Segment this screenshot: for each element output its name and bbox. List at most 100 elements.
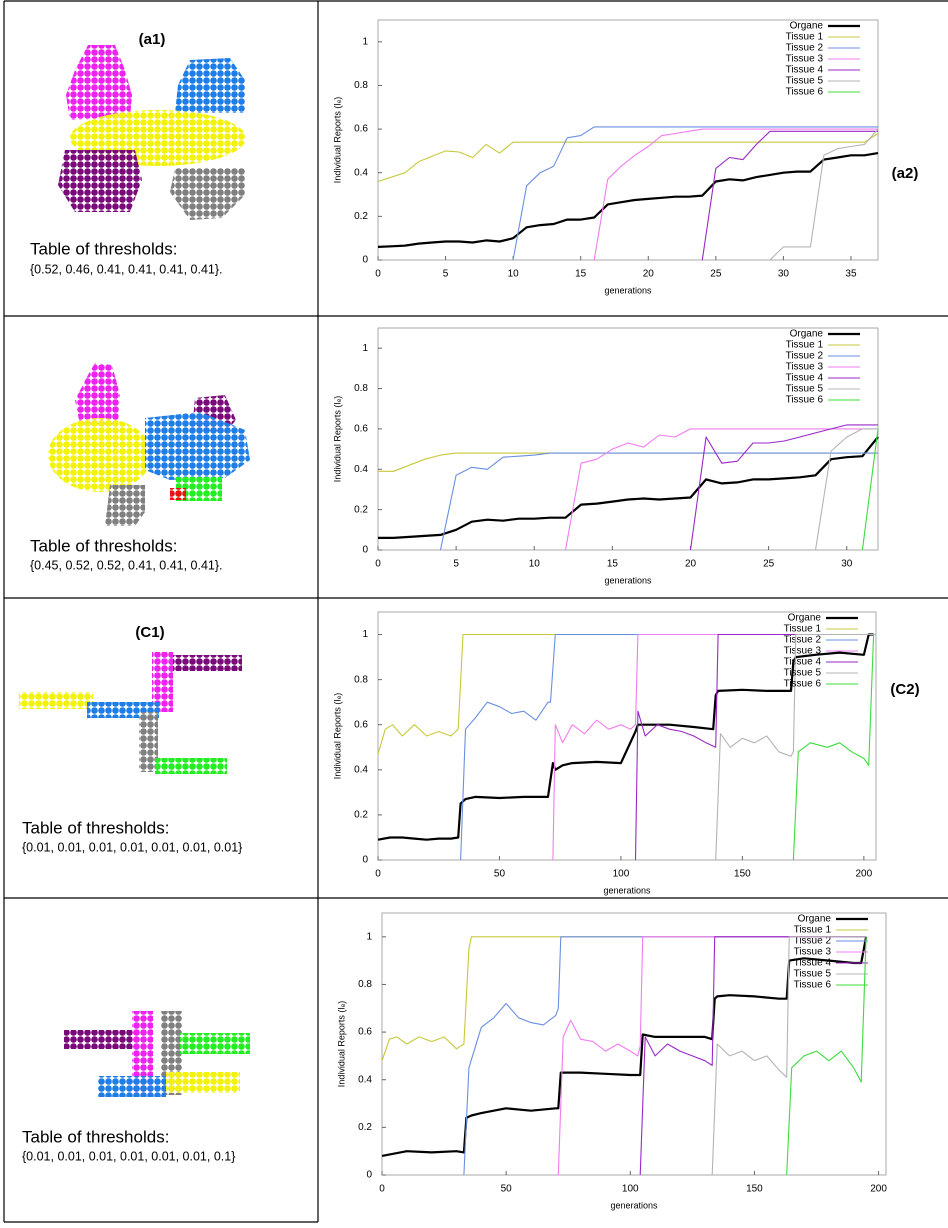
x-tick-label: 0 — [379, 1184, 385, 1195]
threshold-title: Table of thresholds: — [30, 536, 177, 555]
x-axis-label: generations — [603, 885, 651, 895]
y-tick-label: 0.6 — [354, 719, 368, 730]
thresholds: {0.52, 0.46, 0.41, 0.41, 0.41, 0.41}. — [30, 262, 223, 276]
x-tick-label: 0 — [375, 269, 381, 280]
y-tick-label: 0.2 — [354, 810, 368, 821]
legend-label: Tissue 1 — [786, 32, 824, 43]
x-tick-label: 100 — [622, 1184, 639, 1195]
x-axis-label: generations — [604, 285, 652, 295]
x-tick-label: 150 — [734, 869, 751, 880]
x-tick-label: 15 — [575, 269, 587, 280]
x-tick-label: 25 — [763, 559, 775, 570]
series-line — [594, 129, 878, 260]
x-tick-label: 25 — [710, 269, 722, 280]
series-line — [441, 453, 879, 550]
series-line — [378, 134, 878, 182]
thresholds: {0.01, 0.01, 0.01, 0.01, 0.01, 0.01, 0.0… — [22, 840, 242, 854]
series-line — [702, 131, 878, 260]
series-line — [566, 429, 879, 550]
legend-label: Tissue 3 — [794, 947, 832, 958]
series-line — [378, 453, 878, 471]
panel-label: (a1) — [139, 31, 166, 48]
y-tick-label: 0.6 — [354, 124, 368, 135]
y-tick-label: 0 — [362, 255, 368, 266]
y-tick-label: 1 — [366, 931, 372, 942]
threshold-title: Table of thresholds: — [22, 818, 169, 837]
series-line — [691, 425, 879, 550]
y-tick-label: 0.8 — [358, 979, 372, 990]
legend-label: Tissue 3 — [786, 54, 824, 65]
y-tick-label: 0.4 — [354, 464, 368, 475]
legend-label: Tissue 5 — [786, 384, 824, 395]
y-tick-label: 0.2 — [358, 1122, 372, 1133]
x-tick-label: 100 — [613, 869, 630, 880]
y-tick-label: 1 — [362, 36, 368, 47]
x-tick-label: 200 — [856, 869, 873, 880]
legend-label: Tissue 1 — [784, 624, 822, 635]
x-tick-label: 200 — [870, 1184, 887, 1195]
y-tick-label: 0.6 — [358, 1027, 372, 1038]
x-tick-label: 50 — [494, 869, 506, 880]
legend-label: Tissue 3 — [784, 646, 822, 657]
y-tick-label: 0 — [362, 545, 368, 556]
panel-label: (a2) — [892, 165, 919, 182]
series-line — [636, 635, 877, 861]
tissue-map-3 — [19, 652, 242, 774]
legend-label: Tissue 4 — [786, 373, 824, 384]
legend-label: Tissue 5 — [786, 76, 824, 87]
y-tick-label: 1 — [362, 629, 368, 640]
x-tick-label: 0 — [375, 869, 381, 880]
x-tick-label: 150 — [746, 1184, 763, 1195]
legend-label: Organe — [790, 21, 824, 32]
legend-label: Tissue 2 — [784, 635, 822, 646]
thresholds: {0.01, 0.01, 0.01, 0.01, 0.01, 0.01, 0.1… — [22, 1149, 235, 1163]
y-axis-label: Individual Reports (Iₑ) — [332, 693, 342, 779]
panel-label: (C1) — [135, 624, 164, 641]
legend-label: Tissue 1 — [786, 340, 824, 351]
legend-label: Tissue 6 — [786, 87, 824, 98]
y-tick-label: 0.4 — [354, 167, 368, 178]
tissue-map-1 — [58, 45, 246, 220]
y-tick-label: 0.8 — [354, 80, 368, 91]
y-tick-label: 0.4 — [358, 1074, 372, 1085]
legend-label: Tissue 4 — [794, 958, 832, 969]
series-line — [640, 937, 866, 1175]
tissue-map-4 — [64, 1011, 250, 1097]
x-axis-label: generations — [604, 575, 652, 585]
series-line — [513, 127, 878, 260]
y-tick-label: 0.4 — [354, 764, 368, 775]
x-tick-label: 20 — [643, 269, 655, 280]
tissue-map-2 — [48, 363, 250, 526]
x-tick-label: 20 — [685, 559, 697, 570]
legend-label: Tissue 2 — [786, 43, 824, 54]
y-tick-label: 0 — [366, 1170, 372, 1181]
threshold-title: Table of thresholds: — [30, 239, 177, 258]
y-tick-label: 0.8 — [354, 383, 368, 394]
legend-label: Tissue 6 — [784, 679, 822, 690]
legend-label: Organe — [798, 914, 832, 925]
x-tick-label: 35 — [845, 269, 857, 280]
legend-label: Tissue 6 — [794, 980, 832, 991]
x-axis-label: generations — [610, 1200, 658, 1210]
y-tick-label: 1 — [362, 343, 368, 354]
y-tick-label: 0 — [362, 855, 368, 866]
x-tick-label: 10 — [508, 269, 520, 280]
legend-label: Tissue 5 — [794, 969, 832, 980]
series-line — [770, 129, 878, 260]
thresholds: {0.45, 0.52, 0.52, 0.41, 0.41, 0.41}. — [30, 558, 223, 572]
y-tick-label: 0.2 — [354, 211, 368, 222]
x-tick-label: 10 — [529, 559, 541, 570]
y-tick-label: 0.6 — [354, 424, 368, 435]
series-line — [378, 153, 878, 247]
x-tick-label: 5 — [443, 269, 449, 280]
legend-label: Tissue 5 — [784, 668, 822, 679]
x-tick-label: 30 — [778, 269, 790, 280]
legend-label: Organe — [788, 613, 822, 624]
legend-label: Tissue 1 — [794, 925, 832, 936]
legend-label: Tissue 6 — [786, 395, 824, 406]
series-line — [378, 437, 878, 538]
y-tick-label: 0.8 — [354, 674, 368, 685]
x-tick-label: 5 — [453, 559, 459, 570]
y-tick-label: 0.2 — [354, 504, 368, 515]
legend-label: Tissue 3 — [786, 362, 824, 373]
